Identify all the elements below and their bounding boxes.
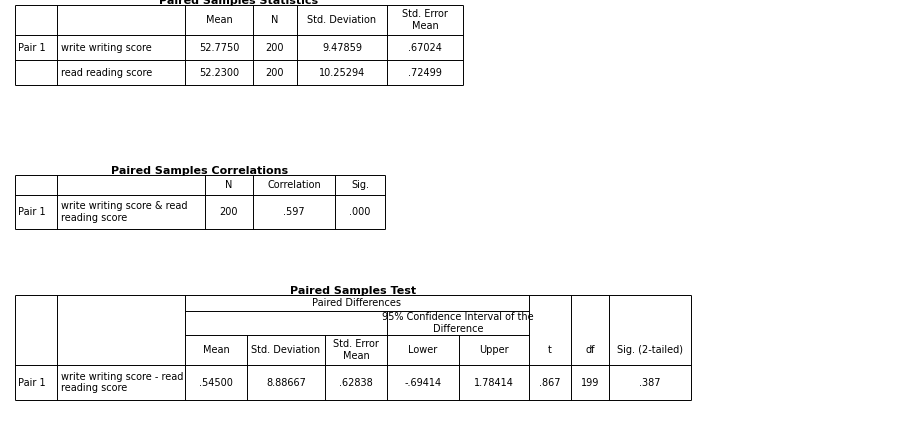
Text: -.69414: -.69414 <box>405 377 442 388</box>
Text: N: N <box>225 180 233 190</box>
Text: df: df <box>585 345 594 355</box>
Text: 10.25294: 10.25294 <box>319 67 365 78</box>
Text: 9.47859: 9.47859 <box>322 43 362 53</box>
Text: write writing score: write writing score <box>61 43 152 53</box>
Text: 95% Confidence Interval of the
Difference: 95% Confidence Interval of the Differenc… <box>382 312 534 334</box>
Text: 52.7750: 52.7750 <box>199 43 239 53</box>
Text: .597: .597 <box>284 207 305 217</box>
Text: 200: 200 <box>265 43 285 53</box>
Text: Correlation: Correlation <box>267 180 321 190</box>
Text: Sig.: Sig. <box>351 180 369 190</box>
Text: .387: .387 <box>639 377 661 388</box>
Text: Lower: Lower <box>408 345 437 355</box>
Text: Paired Samples Correlations: Paired Samples Correlations <box>112 166 288 176</box>
Text: Pair 1: Pair 1 <box>18 207 45 217</box>
Text: Mean: Mean <box>203 345 229 355</box>
Text: 200: 200 <box>265 67 285 78</box>
Text: read reading score: read reading score <box>61 67 152 78</box>
Text: 200: 200 <box>220 207 238 217</box>
Text: N: N <box>271 15 279 25</box>
Text: t: t <box>548 345 552 355</box>
Text: .62838: .62838 <box>339 377 373 388</box>
Text: Upper: Upper <box>479 345 509 355</box>
Text: .72499: .72499 <box>408 67 442 78</box>
Text: Pair 1: Pair 1 <box>18 43 45 53</box>
Text: Pair 1: Pair 1 <box>18 377 45 388</box>
Text: write writing score - read
reading score: write writing score - read reading score <box>61 372 184 393</box>
Text: .000: .000 <box>349 207 371 217</box>
Text: 52.2300: 52.2300 <box>199 67 239 78</box>
Text: Mean: Mean <box>205 15 233 25</box>
Text: write writing score & read
reading score: write writing score & read reading score <box>61 201 187 223</box>
Text: Std. Deviation: Std. Deviation <box>307 15 376 25</box>
Text: Paired Samples Statistics: Paired Samples Statistics <box>159 0 318 6</box>
Text: .67024: .67024 <box>408 43 442 53</box>
Text: Paired Samples Test: Paired Samples Test <box>290 286 416 296</box>
Text: Std. Error
Mean: Std. Error Mean <box>333 339 379 361</box>
Text: Paired Differences: Paired Differences <box>313 298 402 308</box>
Text: .54500: .54500 <box>199 377 233 388</box>
Text: 199: 199 <box>581 377 599 388</box>
Text: Std. Deviation: Std. Deviation <box>252 345 321 355</box>
Text: Std. Error
Mean: Std. Error Mean <box>402 9 448 31</box>
Text: .867: .867 <box>539 377 561 388</box>
Text: 8.88667: 8.88667 <box>266 377 306 388</box>
Text: 1.78414: 1.78414 <box>474 377 514 388</box>
Text: Sig. (2-tailed): Sig. (2-tailed) <box>617 345 683 355</box>
